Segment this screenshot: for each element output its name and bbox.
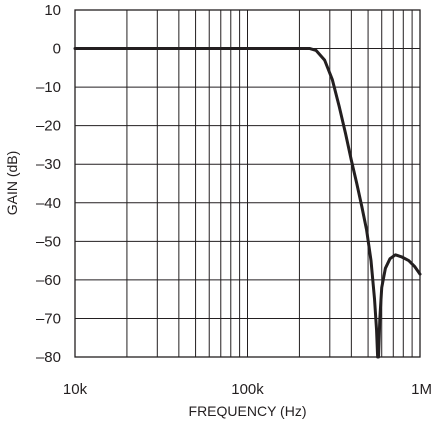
gain-response-line [73, 47, 422, 359]
y-axis-title: GAIN (dB) [4, 151, 20, 216]
y-tick-label: –30 [36, 156, 61, 173]
y-tick-label: –60 [36, 272, 61, 289]
y-tick-labels: 10 0 –10 –20 –30 –40 –50 –60 –70 –80 [36, 2, 61, 366]
x-axis-title: FREQUENCY (Hz) [189, 403, 307, 419]
y-tick-label: –10 [36, 79, 61, 96]
x-tick-label: 1M [411, 381, 432, 398]
y-tick-label: –50 [36, 233, 61, 250]
series-group [73, 47, 422, 359]
y-tick-label: –70 [36, 310, 61, 327]
y-tick-label: –80 [36, 349, 61, 366]
plot-frame [74, 9, 421, 358]
y-tick-label: –20 [36, 118, 61, 135]
y-tick-label: –40 [36, 195, 61, 212]
y-tick-label: 10 [44, 2, 61, 19]
x-tick-label: 10k [63, 381, 88, 398]
y-tick-label: 0 [53, 41, 61, 58]
x-tick-labels: 10k 100k 1M [63, 381, 432, 398]
grid [75, 10, 420, 357]
x-tick-label: 100k [231, 381, 264, 398]
